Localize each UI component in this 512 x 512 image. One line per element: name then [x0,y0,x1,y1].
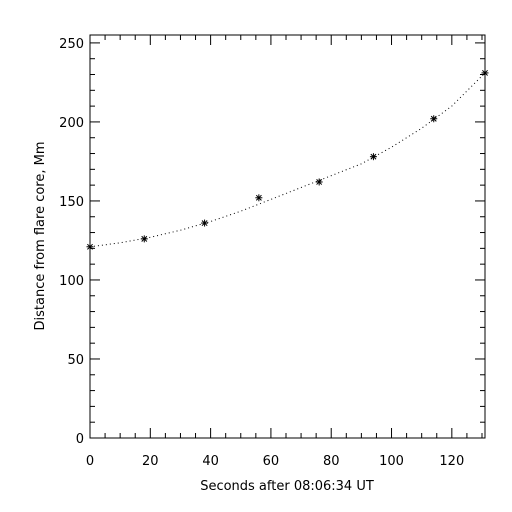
plot-frame [89,34,486,439]
y-axis-label: Distance from flare core, Mm [33,141,48,330]
x-tick-label: 60 [263,454,280,469]
data-point [315,178,323,186]
y-tick-labels: 0 50 100 150 200 250 [59,37,84,447]
y-tick-label: 200 [59,116,84,131]
fit-curve [89,72,486,248]
x-tick-label: 80 [323,454,340,469]
x-tick-label: 40 [202,454,219,469]
data-point [430,115,438,123]
y-tick-label: 0 [76,432,84,447]
x-tick-label: 20 [142,454,159,469]
y-tick-label: 150 [59,195,84,210]
data-point [140,235,148,243]
y-tick-label: 100 [59,274,84,289]
data-points [86,69,489,251]
data-point [481,69,489,77]
y-tick-label: 50 [67,353,84,368]
y-tick-label: 250 [59,37,84,52]
axis-ticks [89,35,485,439]
data-point [86,243,94,251]
data-point [255,194,263,202]
x-tick-label: 120 [439,454,464,469]
data-point [201,219,209,227]
data-point [369,153,377,161]
x-tick-label: 100 [379,454,404,469]
x-tick-labels: 0 20 40 60 80 100 120 [86,454,464,469]
x-tick-label: 0 [86,454,94,469]
x-axis-label: Seconds after 08:06:34 UT [200,479,374,494]
